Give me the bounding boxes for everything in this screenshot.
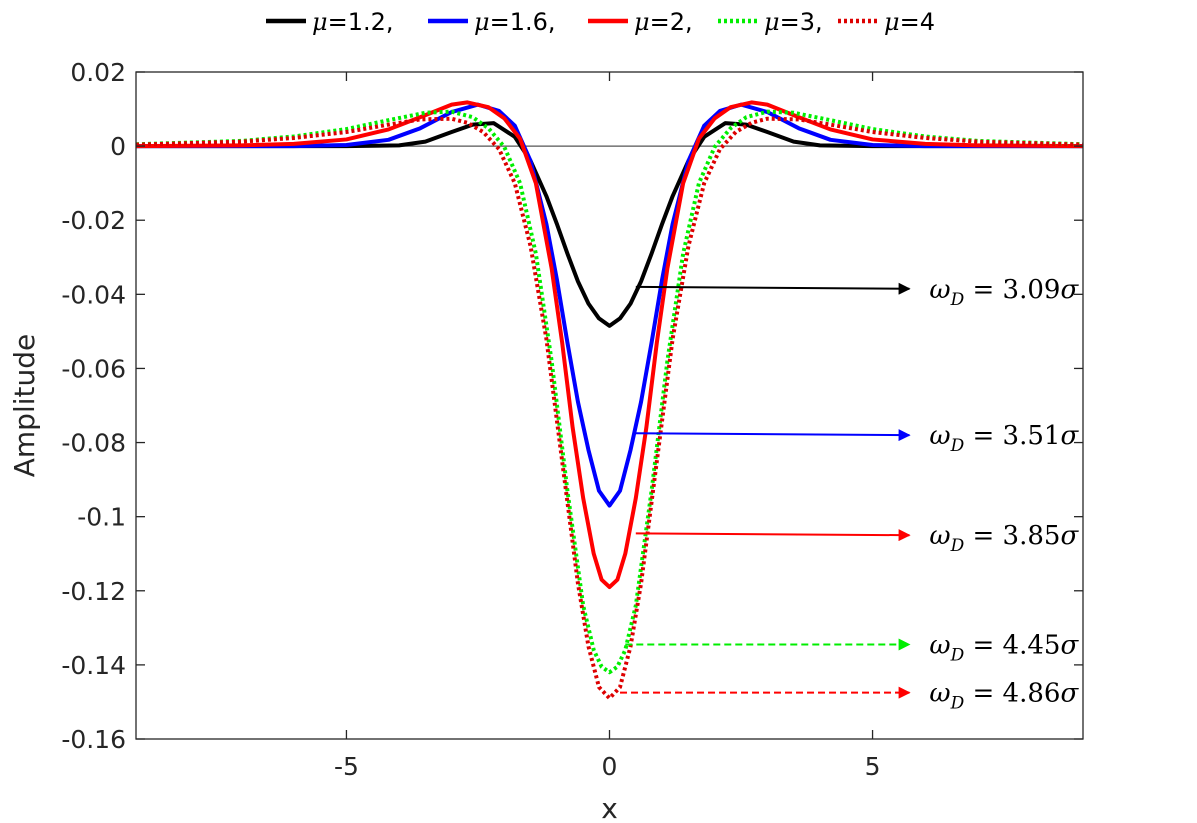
annotation-arrow	[635, 429, 911, 442]
y-tick-label: 0	[110, 132, 126, 161]
x-axis-label: x	[601, 792, 618, 823]
legend-label: μ=4	[884, 8, 935, 36]
y-tick-label: -0.1	[77, 503, 126, 532]
y-tick-label: -0.16	[61, 725, 126, 754]
legend-label: μ=1.6,	[474, 8, 556, 36]
y-tick-label: -0.04	[61, 280, 126, 309]
y-tick-label: -0.02	[61, 206, 126, 235]
legend: μ=1.2, μ=1.6, μ=2, μ=3, μ=4	[266, 8, 935, 36]
series-line-5	[136, 116, 1083, 701]
x-tick-label: 0	[602, 752, 618, 781]
annotation-label: ωD = 3.85σ	[929, 521, 1079, 556]
annotation-arrow	[635, 282, 911, 295]
y-tick-label: -0.14	[61, 651, 126, 680]
y-tick-label: 0.02	[70, 58, 126, 87]
legend-label: μ=3,	[764, 8, 823, 36]
series-line-2	[136, 102, 1083, 508]
series-line-4	[136, 109, 1083, 675]
y-tick-label: -0.12	[61, 577, 126, 606]
series-line-3	[136, 100, 1083, 590]
y-tick-label: -0.06	[61, 354, 126, 383]
annotation-label: ωD = 4.86σ	[929, 679, 1079, 714]
annotation-label: ωD = 4.45σ	[929, 631, 1079, 666]
annotation-label: ωD = 3.51σ	[929, 421, 1079, 456]
ticks-layer: -5 0 5 0.02 0 -0.02 -0.04 -0.06 -0.08 -0.1 -0.12 -0…	[61, 58, 880, 781]
y-tick-label: -0.08	[61, 429, 126, 458]
annotation-label: ωD = 3.09σ	[929, 275, 1079, 310]
axes-layer	[135, 71, 1084, 740]
annotation-arrow	[635, 529, 911, 542]
x-tick-label: 5	[865, 752, 881, 781]
legend-label: μ=2,	[634, 8, 693, 36]
legend-label: μ=1.2,	[312, 8, 394, 36]
series-line-1	[136, 121, 1083, 328]
x-tick-label: -5	[334, 752, 359, 781]
series-layer	[136, 100, 1083, 701]
y-axis-label: Amplitude	[8, 334, 41, 478]
annotation-layer: ωD = 3.09σ ωD = 3.51σ ωD = 3.85σ ωD = 4.45σ…	[620, 275, 1079, 714]
